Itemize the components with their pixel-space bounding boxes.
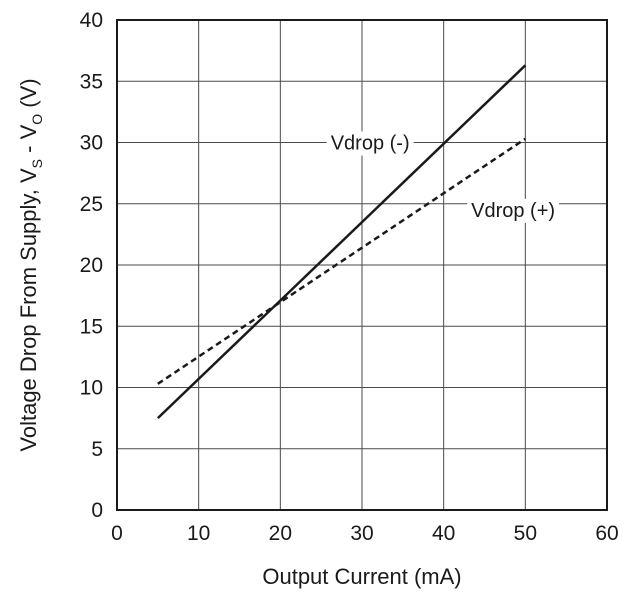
- series-line-vdrop-minus: [156, 64, 527, 420]
- y-tick-label: 20: [80, 254, 103, 277]
- series-label: Vdrop (+): [471, 200, 555, 222]
- x-tick-label: 30: [350, 522, 373, 545]
- grid: [117, 20, 607, 510]
- y-tick-label: 10: [80, 377, 103, 400]
- series-label-background: [326, 131, 414, 156]
- y-ticks: 0 5 10 15 20 25 30 35 40: [80, 9, 103, 522]
- y-tick-label: 0: [91, 499, 103, 522]
- x-axis-label: Output Current (mA): [262, 564, 461, 589]
- y-tick-label: 35: [80, 70, 103, 93]
- x-tick-label: 0: [111, 522, 123, 545]
- x-ticks: 0 10 20 30 40 50 60: [111, 522, 619, 545]
- y-tick-label: 5: [91, 438, 103, 461]
- y-tick-label: 15: [80, 315, 103, 338]
- series-label: Vdrop (-): [331, 133, 410, 155]
- x-tick-label: 40: [432, 522, 455, 545]
- series-group: [156, 64, 527, 420]
- y-axis-label-suffix: (V): [16, 78, 41, 113]
- x-tick-label: 60: [595, 522, 618, 545]
- y-axis-label-sub2: O: [29, 114, 45, 125]
- x-tick-label: 20: [269, 522, 292, 545]
- y-tick-label: 40: [80, 9, 103, 32]
- plot-frame: [116, 19, 608, 511]
- series-line-vdrop-plus: [157, 137, 527, 385]
- y-tick-label: 30: [80, 132, 103, 155]
- x-tick-label: 10: [187, 522, 210, 545]
- y-axis-label-sub1: S: [29, 159, 45, 168]
- y-axis-label-middle: - V: [16, 124, 41, 159]
- x-tick-label: 50: [514, 522, 537, 545]
- y-axis-label: Voltage Drop From Supply, VS - VO (V): [16, 78, 45, 451]
- y-tick-label: 25: [80, 193, 103, 216]
- y-axis-label-prefix: Voltage Drop From Supply, V: [16, 168, 41, 452]
- series-label-background: [467, 198, 560, 223]
- series-labels: Vdrop (-) Vdrop (+): [326, 131, 560, 223]
